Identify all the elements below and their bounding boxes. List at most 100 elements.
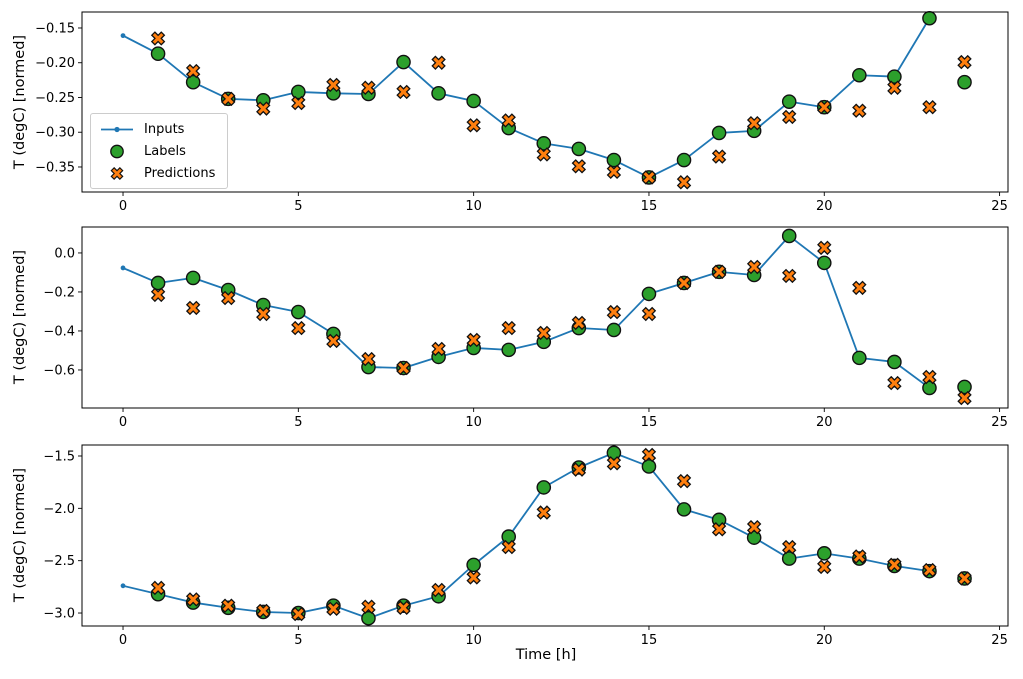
prediction-point <box>150 287 166 303</box>
prediction-point <box>852 103 867 118</box>
prediction-point <box>396 360 411 376</box>
label-point <box>466 557 481 573</box>
prediction-point <box>641 170 657 185</box>
label-point <box>816 546 832 561</box>
prediction-point <box>676 275 692 291</box>
prediction-point <box>887 375 902 391</box>
label-point <box>922 10 937 26</box>
prediction-point <box>676 175 692 190</box>
x-tick-label: 25 <box>991 199 1008 214</box>
y-tick-label: −1.5 <box>43 449 75 464</box>
prediction-point <box>220 91 236 107</box>
label-point <box>852 67 867 83</box>
label-point <box>536 480 552 495</box>
label-point <box>291 304 306 320</box>
x-tick-label: 25 <box>991 633 1008 648</box>
prediction-point <box>326 77 341 93</box>
prediction-point <box>536 505 551 520</box>
x-tick-label: 5 <box>294 199 302 214</box>
label-point <box>606 322 622 338</box>
label-point <box>396 54 411 70</box>
label-point <box>781 94 797 109</box>
x-tick-label: 15 <box>641 199 658 214</box>
prediction-point <box>501 113 516 128</box>
prediction-point <box>817 559 832 575</box>
prediction-point <box>185 63 201 79</box>
prediction-point <box>256 306 271 322</box>
legend-label-inputs: Inputs <box>144 121 185 137</box>
y-tick-label: −0.4 <box>43 324 75 339</box>
prediction-point <box>466 570 481 585</box>
prediction-point <box>291 320 306 336</box>
prediction-point <box>150 580 166 596</box>
prediction-point <box>361 351 376 367</box>
x-tick-label: 5 <box>294 633 302 648</box>
x-tick-label: 0 <box>119 415 127 430</box>
label-point <box>536 136 552 151</box>
inputs-line-icon <box>101 126 133 132</box>
prediction-point <box>256 101 271 116</box>
prediction-point <box>536 325 551 341</box>
prediction-point <box>641 447 657 463</box>
label-point <box>361 610 376 626</box>
label-point <box>606 445 622 461</box>
y-tick-label: −0.30 <box>35 126 75 141</box>
axes-ticks: 0 5 10 15 20 25 −0.15 −0.20 −0.25 −0.30 −0.35 <box>35 21 1008 214</box>
prediction-point <box>957 390 972 406</box>
label-point <box>606 152 622 168</box>
x-tick-label: 20 <box>816 199 833 214</box>
x-tick-label: 10 <box>465 633 482 648</box>
prediction-point <box>431 55 446 70</box>
label-point <box>571 141 587 157</box>
axes-frame <box>81 11 1009 193</box>
subplot-1: 0 5 10 15 20 25 −0.15 −0.20 −0.25 −0.30 −0.35 <box>35 10 1009 214</box>
y-tick-label: −0.25 <box>35 91 75 106</box>
y-axis-label-subplot-3: T (degC) [normed] <box>12 467 28 603</box>
label-point <box>922 380 937 396</box>
prediction-point <box>431 341 446 357</box>
prediction-point <box>746 259 762 275</box>
label-point <box>781 551 797 566</box>
legend-label-predictions: Predictions <box>144 165 216 181</box>
prediction-point <box>396 600 411 615</box>
prediction-point <box>185 592 201 607</box>
x-tick-label: 15 <box>641 633 658 648</box>
y-tick-label: −0.20 <box>35 56 75 71</box>
x-tick-label: 15 <box>641 415 658 430</box>
prediction-point <box>501 320 516 336</box>
prediction-point <box>361 80 376 95</box>
label-point <box>852 350 867 366</box>
label-point <box>501 529 517 544</box>
label-point <box>185 270 201 286</box>
prediction-point <box>922 562 937 578</box>
label-point <box>291 84 306 100</box>
x-axis-label: Time [h] <box>515 647 577 663</box>
prediction-point <box>256 603 271 619</box>
prediction-point <box>466 332 481 348</box>
prediction-point <box>361 599 376 614</box>
prediction-point <box>571 462 587 477</box>
prediction-point <box>396 84 411 100</box>
x-tick-label: 10 <box>465 415 482 430</box>
inputs-line <box>122 235 930 389</box>
label-point <box>501 342 517 358</box>
label-point <box>711 125 727 141</box>
prediction-point <box>887 557 902 573</box>
prediction-point <box>606 456 622 471</box>
legend: Inputs Labels Predictions <box>90 113 229 189</box>
label-point <box>676 152 692 168</box>
prediction-point <box>922 369 937 385</box>
label-point <box>185 74 201 90</box>
prediction-point <box>711 264 727 280</box>
label-point <box>641 286 657 302</box>
label-point <box>887 69 902 84</box>
prediction-point <box>746 115 762 131</box>
label-point <box>641 459 657 474</box>
inputs-line <box>122 17 931 179</box>
prediction-point <box>887 80 902 95</box>
y-tick-label: −0.15 <box>35 21 75 36</box>
prediction-point <box>711 522 727 537</box>
predictions-x-icon <box>110 166 124 180</box>
label-point <box>676 502 692 517</box>
